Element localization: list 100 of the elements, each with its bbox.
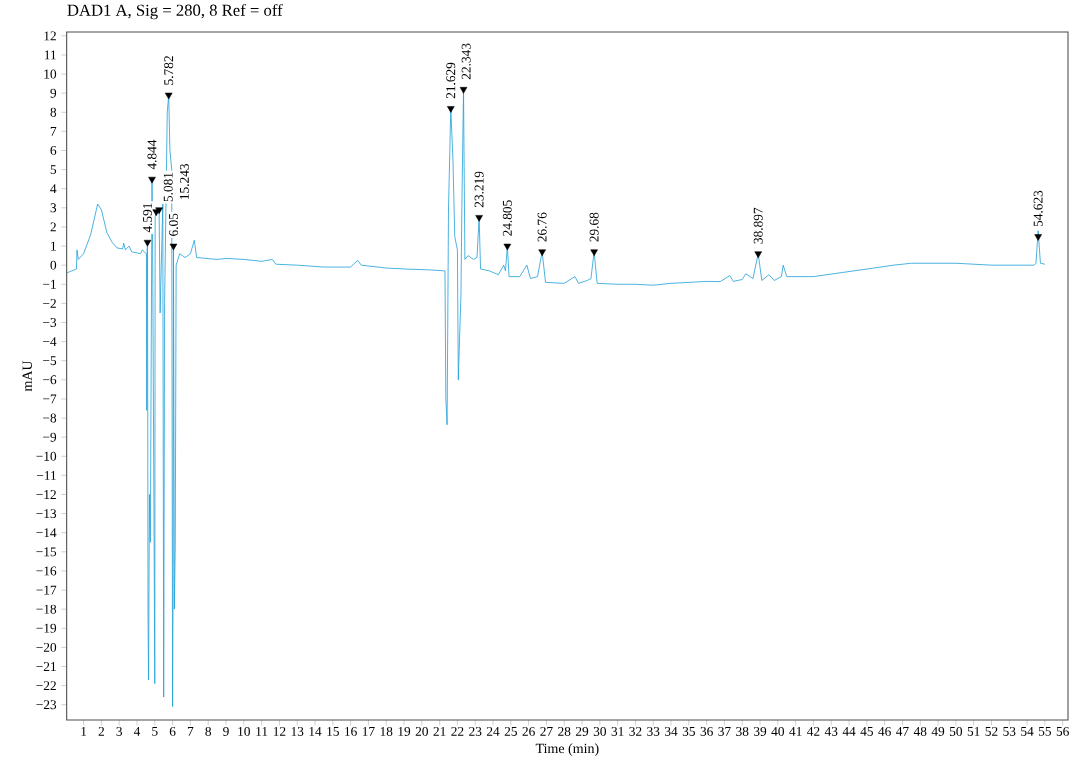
- chart-title: DAD1 A, Sig = 280, 8 Ref = off: [67, 3, 283, 20]
- x-tick-label: 52: [985, 726, 998, 736]
- x-tick-label: 48: [913, 726, 927, 736]
- y-tick-label: 5: [50, 165, 57, 175]
- x-tick-label: 33: [647, 726, 660, 736]
- annotation: 24.805: [502, 200, 512, 236]
- x-tick-label: 56: [1056, 726, 1069, 736]
- annotation: 5.782: [164, 56, 174, 85]
- x-tick-label: 2: [98, 726, 104, 736]
- y-tick-label: −12: [36, 490, 56, 499]
- x-tick-label: 3: [116, 726, 122, 736]
- y-tick-label: 0: [50, 260, 57, 270]
- x-tick-label: 10: [238, 726, 250, 736]
- annotation: 54.623: [1033, 190, 1043, 227]
- y-tick-label: −4: [43, 337, 57, 346]
- x-tick-label: 12: [273, 726, 286, 736]
- y-tick-label: −19: [36, 623, 57, 633]
- point: [590, 249, 598, 257]
- y-tick-label: −21: [36, 662, 56, 671]
- x-tick-label: 55: [1038, 726, 1052, 736]
- y-tick-label: −1: [43, 279, 56, 289]
- y-tick-label: −10: [36, 451, 57, 461]
- y-tick-label: −22: [36, 681, 56, 691]
- x-tick-label: 15: [327, 726, 339, 736]
- x-tick-label: 45: [860, 726, 873, 736]
- point: [164, 92, 173, 100]
- point: [459, 87, 468, 94]
- y-tick-label: −17: [36, 585, 57, 595]
- x-tick-label: 40: [771, 726, 785, 736]
- x-tick-label: 11: [256, 726, 268, 736]
- x-tick-label: 44: [842, 726, 856, 736]
- point: [169, 243, 178, 251]
- x-tick-label: 47: [896, 726, 909, 736]
- x-tick-label: 30: [593, 726, 606, 736]
- x-tick-label: 19: [398, 726, 411, 736]
- point: [155, 207, 163, 215]
- y-tick-label: 7: [50, 127, 57, 136]
- x-tick-label: 25: [504, 726, 517, 736]
- x-tick-label: 20: [415, 726, 428, 736]
- annotation: 22.343: [461, 43, 471, 80]
- x-tick-label: 43: [824, 726, 838, 736]
- annotation: 6.05: [168, 213, 179, 236]
- point: [538, 249, 546, 257]
- y-tick-label: 4: [50, 184, 57, 194]
- y-tick-label: −14: [36, 528, 57, 538]
- y-tick-label: −23: [36, 700, 57, 710]
- y-tick-label: −7: [43, 394, 57, 404]
- annotation: 15.243: [179, 163, 189, 199]
- y-tick-label: −5: [43, 356, 57, 366]
- x-tick-label: 36: [700, 726, 713, 736]
- annotation: 21.629: [446, 62, 456, 99]
- y-tick-label: −2: [43, 298, 56, 308]
- point: [148, 176, 156, 184]
- x-tick-label: 22: [451, 726, 464, 736]
- y-tick-label: 1: [51, 241, 56, 251]
- y-tick-label: −9: [43, 432, 57, 442]
- x-tick-label: 26: [522, 726, 535, 736]
- x-tick-label: 39: [754, 726, 767, 736]
- point: [143, 239, 152, 247]
- x-tick-label: 9: [223, 726, 229, 736]
- point: [447, 106, 455, 113]
- x-tick-label: 21: [433, 726, 446, 736]
- y-tick-label: −13: [36, 509, 57, 519]
- x-tick-label: 38: [736, 726, 749, 736]
- y-tick-label: 12: [44, 31, 56, 41]
- y-tick-label: 9: [50, 88, 57, 98]
- y-tick-label: 10: [44, 69, 57, 79]
- point: [503, 243, 512, 251]
- y-tick-label: −6: [43, 375, 57, 385]
- x-tick-label: 34: [665, 726, 678, 736]
- x-tick-label: 4: [133, 726, 141, 736]
- x-tick-label: 28: [558, 726, 571, 736]
- annotation: 5.081: [163, 172, 173, 202]
- x-tick-label: 35: [682, 726, 695, 736]
- x-tick-label: 46: [878, 726, 891, 736]
- x-tick-label: 54: [1021, 726, 1034, 736]
- x-tick-label: 41: [789, 726, 802, 736]
- x-tick-label: 29: [575, 726, 589, 736]
- y-tick-label: −8: [43, 413, 57, 423]
- y-tick-label: 6: [50, 146, 57, 155]
- y-tick-label: 8: [50, 107, 57, 117]
- x-tick-label: 32: [629, 726, 642, 736]
- x-tick-label: 18: [380, 726, 393, 736]
- x-tick-label: 51: [967, 726, 980, 736]
- x-tick-label: 27: [540, 726, 553, 736]
- y-axis-title: mAU: [22, 360, 32, 392]
- annotation: 38.897: [753, 207, 763, 244]
- y-tick-label: −11: [36, 470, 56, 480]
- x-tick-label: 7: [187, 726, 194, 736]
- x-tick-label: 13: [291, 726, 304, 736]
- y-tick-label: −18: [36, 604, 57, 614]
- annotation: 4.844: [147, 139, 157, 170]
- x-tick-label: 49: [931, 726, 945, 736]
- x-tick-label: 50: [949, 726, 963, 736]
- point: [1034, 234, 1042, 241]
- y-tick-label: −15: [36, 547, 57, 557]
- x-axis-title: Time (min): [535, 743, 599, 756]
- y-tick-label: −20: [36, 642, 57, 652]
- x-tick-label: 31: [611, 726, 624, 736]
- x-tick-label: 14: [309, 726, 322, 736]
